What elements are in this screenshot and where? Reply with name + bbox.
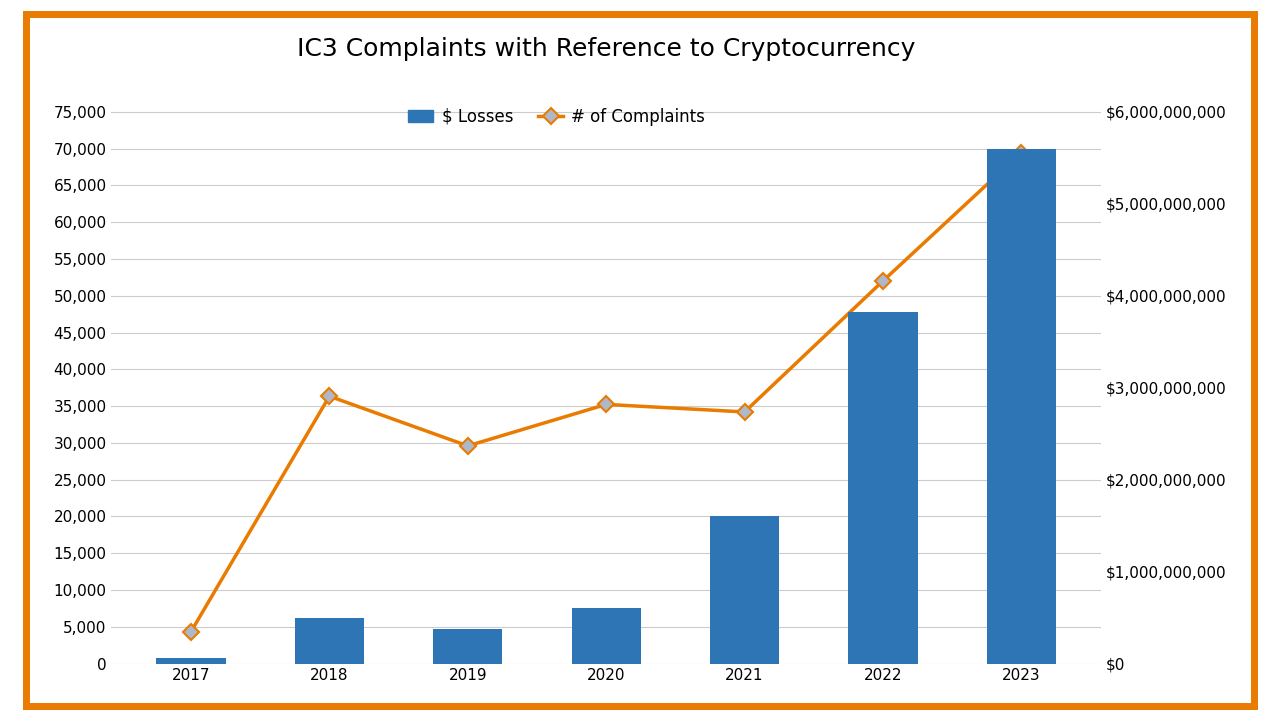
Bar bbox=[433, 629, 502, 664]
Bar bbox=[156, 658, 225, 664]
Bar bbox=[294, 618, 364, 664]
Bar bbox=[849, 312, 918, 664]
Bar bbox=[572, 608, 641, 664]
Title: IC3 Complaints with Reference to Cryptocurrency: IC3 Complaints with Reference to Cryptoc… bbox=[297, 37, 915, 60]
Bar bbox=[710, 516, 780, 664]
Legend: $ Losses, # of Complaints: $ Losses, # of Complaints bbox=[402, 101, 712, 132]
Bar bbox=[987, 148, 1056, 664]
